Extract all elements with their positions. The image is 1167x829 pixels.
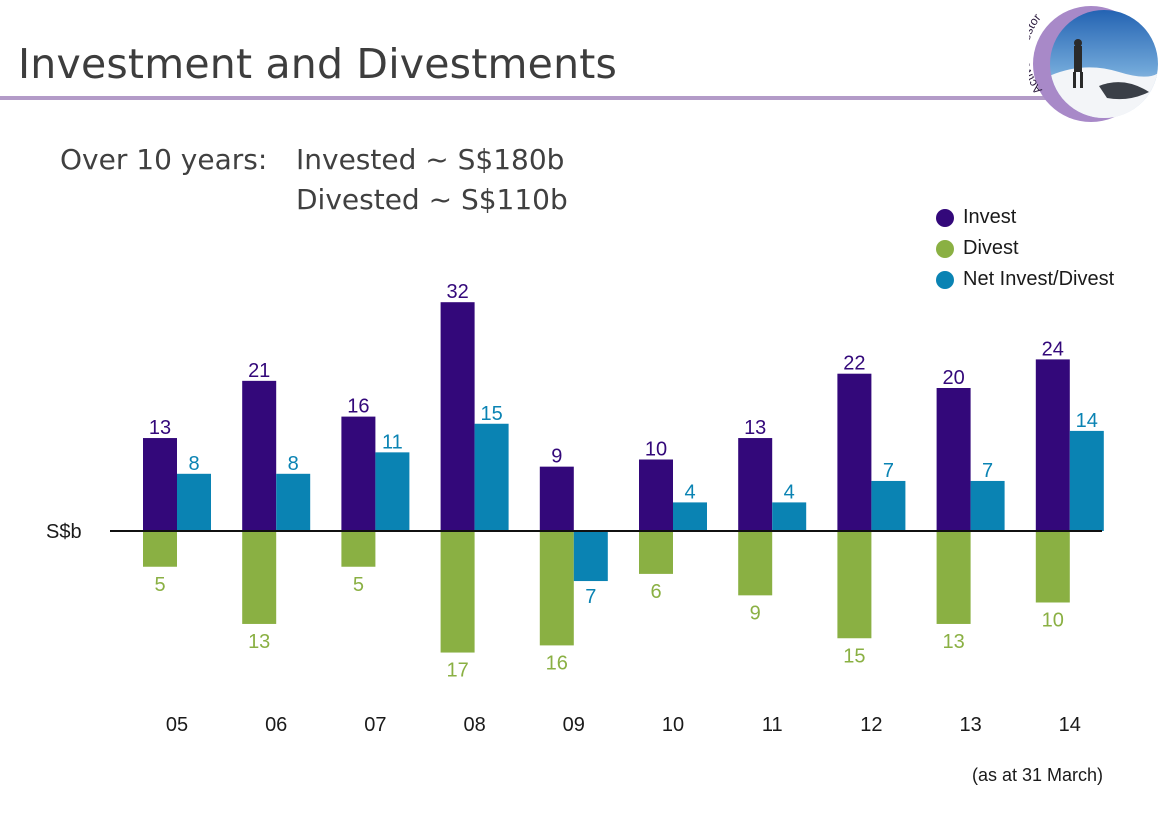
legend-label-invest: Invest [963, 206, 1017, 228]
label-invest-10: 10 [645, 439, 667, 461]
summary-block: Over 10 years: Invested ~ S$180b Divested… [60, 140, 568, 220]
bar-divest-12 [837, 531, 872, 639]
bar-divest-10 [639, 531, 673, 574]
legend-item-net: Net Invest/Divest [936, 264, 1114, 295]
bar-divest-06 [242, 531, 277, 624]
legend-swatch-net [936, 270, 954, 289]
label-divest-08: 17 [446, 660, 468, 682]
bar-net-13 [970, 480, 1005, 531]
label-divest-12: 15 [843, 645, 865, 667]
label-divest-06: 13 [248, 631, 270, 653]
category-label-06: 06 [265, 714, 287, 736]
summary-lead: Over 10 years: [60, 143, 268, 176]
label-invest-08: 32 [446, 281, 468, 303]
bar-net-10 [673, 502, 707, 531]
label-divest-13: 13 [942, 631, 964, 653]
category-label-07: 07 [364, 714, 386, 736]
label-net-13: 7 [982, 460, 993, 482]
active-investor-badge: Active Investor [1029, 6, 1158, 122]
category-label-13: 13 [959, 714, 981, 736]
bar-divest-08 [440, 531, 475, 653]
label-net-14: 14 [1076, 410, 1098, 432]
bar-net-05 [177, 473, 211, 531]
bar-invest-09 [539, 466, 574, 531]
bar-net-11 [772, 502, 807, 531]
bar-invest-07 [341, 416, 376, 531]
label-net-08: 15 [480, 403, 502, 425]
bar-net-08 [474, 423, 509, 531]
label-net-10: 4 [684, 481, 695, 503]
category-label-09: 09 [563, 714, 585, 736]
bar-invest-12 [837, 373, 872, 531]
legend-item-invest: Invest [936, 202, 1114, 233]
label-invest-05: 13 [149, 417, 171, 439]
label-invest-06: 21 [248, 360, 270, 382]
bar-invest-06 [242, 380, 277, 531]
legend-label-divest: Divest [963, 237, 1019, 259]
category-label-14: 14 [1059, 714, 1081, 736]
label-net-11: 4 [784, 481, 795, 503]
legend-label-net: Net Invest/Divest [963, 268, 1115, 290]
bar-divest-11 [738, 531, 773, 596]
title-divider [0, 96, 1065, 100]
bar-invest-13 [936, 388, 971, 531]
label-divest-14: 10 [1042, 610, 1064, 632]
bar-invest-10 [639, 459, 673, 531]
label-divest-05: 5 [154, 574, 165, 596]
bar-divest-09 [539, 531, 574, 646]
y-axis-label: S$b [46, 521, 82, 543]
label-net-05: 8 [188, 453, 199, 475]
label-invest-12: 22 [843, 353, 865, 375]
category-label-12: 12 [860, 714, 882, 736]
category-label-10: 10 [662, 714, 684, 736]
bar-invest-11 [738, 438, 773, 531]
bar-net-09 [573, 531, 608, 582]
bar-divest-07 [341, 531, 376, 567]
bar-divest-14 [1035, 531, 1070, 603]
label-divest-11: 9 [750, 602, 761, 624]
page-title: Investment and Divestments [18, 40, 618, 88]
label-net-12: 7 [883, 460, 894, 482]
label-divest-09: 16 [546, 652, 568, 674]
legend-item-divest: Divest [936, 233, 1114, 264]
bar-invest-05 [143, 438, 177, 531]
bar-net-07 [375, 452, 410, 531]
bar-net-06 [276, 473, 311, 531]
label-invest-07: 16 [347, 396, 369, 418]
bar-net-12 [871, 480, 906, 531]
summary-divested: Divested ~ S$110b [296, 183, 568, 216]
label-invest-14: 24 [1042, 338, 1064, 360]
label-net-06: 8 [288, 453, 299, 475]
label-net-07: 11 [382, 431, 403, 453]
summary-invested: Invested ~ S$180b [296, 143, 565, 176]
category-label-05: 05 [166, 714, 188, 736]
label-divest-10: 6 [650, 581, 661, 603]
legend-swatch-divest [936, 239, 954, 258]
bar-divest-05 [143, 531, 177, 567]
bar-net-14 [1069, 430, 1104, 531]
label-divest-07: 5 [353, 574, 364, 596]
footnote: (as at 31 March) [972, 765, 1104, 785]
label-invest-13: 20 [942, 367, 964, 389]
label-invest-11: 13 [744, 417, 766, 439]
category-label-08: 08 [463, 714, 485, 736]
legend-swatch-invest [936, 208, 954, 227]
category-label-11: 11 [762, 714, 783, 736]
label-net-09: 7 [585, 586, 596, 608]
bar-divest-13 [936, 531, 971, 624]
chart-legend: Invest Divest Net Invest/Divest [936, 202, 1114, 295]
bar-invest-14 [1035, 359, 1070, 531]
bar-invest-08 [440, 302, 475, 531]
label-invest-09: 9 [551, 446, 562, 468]
